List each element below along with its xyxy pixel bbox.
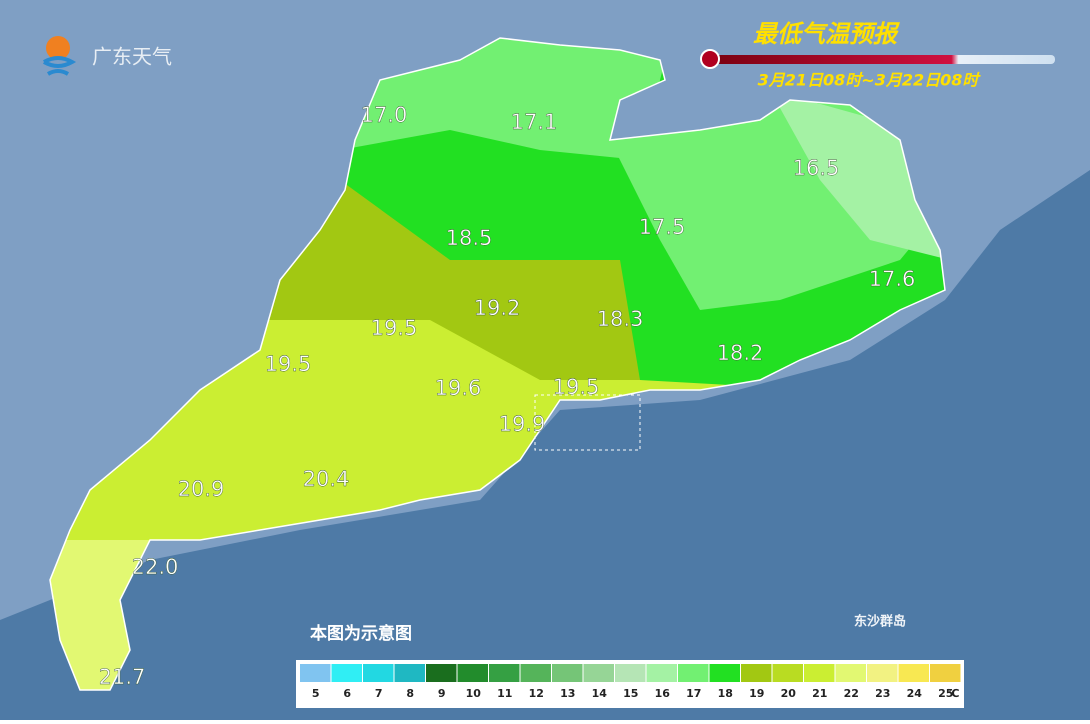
legend-label: 11 [497, 687, 512, 700]
legend-swatch [615, 664, 646, 682]
temperature-label: 20.4 [303, 467, 350, 491]
legend-label: 22 [844, 687, 859, 700]
title: 最低气温预报 [753, 20, 900, 48]
logo-icon [46, 36, 70, 60]
temperature-label: 17.1 [511, 110, 558, 134]
legend-label: 21 [812, 687, 827, 700]
title-bulb [700, 49, 720, 69]
temperature-label: 19.9 [499, 412, 546, 436]
temperature-label: 19.5 [265, 352, 312, 376]
legend-swatch [898, 664, 929, 682]
legend-swatch [867, 664, 898, 682]
legend-swatch [300, 664, 331, 682]
logo-text: 广东天气 [92, 45, 172, 69]
province-border [49, 37, 946, 691]
temperature-label: 19.5 [371, 316, 418, 340]
temperature-label: 20.9 [178, 477, 225, 501]
temperature-label: 17.0 [361, 103, 408, 127]
legend-swatch [457, 664, 488, 682]
legend-swatch [646, 664, 677, 682]
subtitle: 3月21日08时~3月22日08时 [758, 71, 982, 90]
legend-label: 9 [438, 687, 446, 700]
legend-label: 15 [623, 687, 638, 700]
legend-label: 10 [466, 687, 482, 700]
legend-swatch [426, 664, 457, 682]
temperature-label: 17.5 [639, 215, 686, 239]
legend-swatch [520, 664, 551, 682]
legend-swatch [394, 664, 425, 682]
temperature-label: 22.0 [132, 555, 179, 579]
legend-swatch [583, 664, 614, 682]
legend-swatch [489, 664, 520, 682]
temperature-label: 17.6 [869, 267, 916, 291]
legend-label: 18 [718, 687, 733, 700]
legend-label: 23 [875, 687, 890, 700]
note: 本图为示意图 [310, 623, 412, 644]
legend-swatch [678, 664, 709, 682]
legend-label: 5 [312, 687, 320, 700]
temperature-label: 18.2 [717, 341, 764, 365]
legend-label: 24 [907, 687, 923, 700]
legend-swatch [772, 664, 803, 682]
title-bar [710, 55, 1055, 64]
temperature-label: 16.5 [793, 156, 840, 180]
hk-macau-box [534, 394, 641, 451]
legend-swatch [331, 664, 362, 682]
legend-label: 12 [529, 687, 544, 700]
legend-label: 8 [406, 687, 414, 700]
legend-label: 19 [749, 687, 764, 700]
legend-label: 13 [560, 687, 575, 700]
legend-unit: ℃ [946, 687, 959, 700]
legend-swatch [709, 664, 740, 682]
legend-swatch [804, 664, 835, 682]
legend-swatch [930, 664, 961, 682]
temperature-label: 19.6 [435, 376, 482, 400]
temperature-label: 18.3 [597, 307, 644, 331]
legend-label: 6 [343, 687, 351, 700]
logo-icon-wave [43, 56, 77, 76]
legend-swatch [835, 664, 866, 682]
temperature-label: 18.5 [446, 226, 493, 250]
temperature-label: 19.5 [553, 375, 600, 399]
legend-label: 16 [655, 687, 671, 700]
legend-swatch [552, 664, 583, 682]
temperature-label: 21.7 [99, 665, 146, 689]
legend-label: 25 [938, 687, 953, 700]
legend-swatch [741, 664, 772, 682]
watermark: @广东天气 [530, 681, 640, 706]
legend-label: 14 [592, 687, 608, 700]
legend-label: 17 [686, 687, 701, 700]
island-label: 东沙群岛 [854, 614, 906, 630]
legend-label: 20 [781, 687, 797, 700]
temperature-label: 19.2 [474, 296, 521, 320]
legend-label: 7 [375, 687, 383, 700]
legend-swatch [363, 664, 394, 682]
